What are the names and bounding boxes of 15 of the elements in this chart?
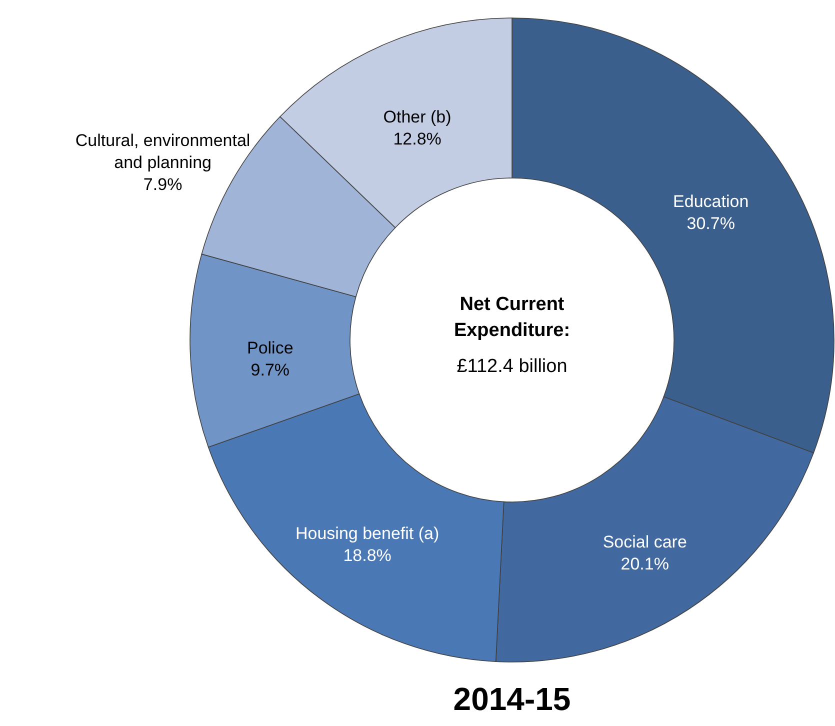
slice-label: Cultural, environmental and planning	[75, 130, 250, 172]
data-label: 30.7%	[686, 214, 735, 234]
data-label: 20.1%	[620, 554, 669, 574]
data-label: 7.9%	[143, 174, 182, 194]
data-label: 9.7%	[250, 360, 290, 380]
slice-label: Other (b)	[383, 107, 452, 126]
text: 2014-15	[453, 681, 571, 717]
slice-label: Social care	[602, 532, 687, 552]
data-label: 12.8%	[393, 129, 442, 148]
data-label: 18.8%	[343, 546, 392, 565]
text: £112.4 billion	[456, 356, 568, 377]
slice-label: Housing benefit (a)	[295, 524, 440, 543]
slice-label: Education	[673, 192, 749, 212]
slice-label: Police	[246, 338, 294, 358]
text: Net Current Expenditure:	[454, 294, 570, 341]
